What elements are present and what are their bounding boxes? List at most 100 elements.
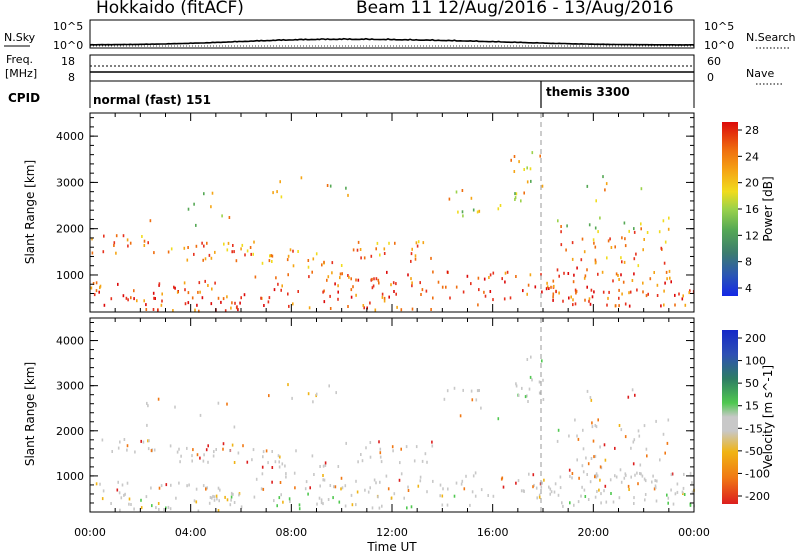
power-heatmap (90, 151, 695, 313)
range-gate-cell (446, 389, 449, 393)
range-gate-cell (636, 288, 638, 292)
range-gate-cell (163, 508, 165, 511)
range-gate-cell (624, 237, 626, 241)
range-gate-cell (186, 258, 189, 262)
range-gate-cell (580, 494, 582, 498)
range-gate-cell (232, 244, 234, 247)
range-gate-cell (271, 450, 273, 453)
range-gate-cell (430, 256, 432, 260)
range-gate-cell (523, 191, 525, 195)
range-gate-cell (552, 279, 555, 283)
range-gate-cell (126, 238, 129, 242)
range-gate-cell (319, 465, 321, 468)
range-gate-cell (666, 493, 668, 497)
range-gate-cell (465, 474, 467, 478)
range-gate-cell (127, 244, 129, 248)
range-gate-cell (548, 485, 550, 489)
range-gate-cell (250, 252, 252, 256)
range-gate-cell (417, 240, 420, 244)
range-gate-cell (331, 261, 334, 265)
range-gate-cell (355, 479, 357, 483)
range-gate-cell (633, 438, 636, 442)
range-gate-cell (288, 497, 291, 501)
range-gate-cell (529, 375, 532, 379)
range-gate-cell (220, 300, 222, 304)
range-gate-cell (323, 260, 325, 264)
range-gate-cell (231, 301, 233, 305)
range-gate-cell (476, 389, 479, 393)
range-gate-cell (147, 447, 150, 451)
range-gate-cell (476, 210, 479, 214)
range-gate-cell (632, 440, 635, 444)
range-gate-cell (381, 292, 384, 296)
range-gate-cell (117, 480, 119, 484)
range-gate-cell (639, 463, 642, 467)
range-gate-cell (203, 453, 205, 457)
range-gate-cell (263, 304, 265, 307)
range-gate-cell (195, 487, 198, 491)
range-gate-cell (199, 456, 201, 460)
range-gate-cell (596, 490, 598, 493)
range-gate-cell (169, 507, 172, 511)
range-gate-cell (383, 299, 386, 303)
colorbar-tick-label: -50 (745, 445, 763, 458)
range-gate-cell (553, 490, 556, 494)
range-gate-cell (242, 444, 244, 448)
range-gate-cell (344, 504, 347, 508)
range-gate-cell (334, 282, 336, 286)
range-gate-cell (523, 168, 525, 171)
range-gate-cell (520, 199, 522, 203)
range-gate-cell (203, 192, 205, 196)
range-gate-cell (573, 273, 575, 277)
range-gate-cell (623, 260, 626, 264)
range-gate-cell (262, 487, 265, 491)
range-gate-cell (610, 246, 613, 249)
range-gate-cell (321, 263, 323, 267)
range-gate-cell (553, 284, 555, 288)
range-gate-cell (497, 207, 500, 211)
range-gate-cell (217, 509, 220, 512)
range-gate-cell (589, 302, 592, 306)
range-gate-cell (529, 273, 532, 277)
range-gate-cell (92, 282, 95, 285)
range-gate-cell (378, 281, 380, 285)
range-gate-cell (609, 237, 611, 241)
range-gate-cell (204, 279, 206, 283)
range-gate-cell (594, 226, 597, 230)
range-gate-cell (115, 251, 117, 255)
range-gate-cell (618, 496, 621, 500)
range-gate-cell (431, 444, 434, 448)
range-gate-cell (147, 241, 149, 245)
range-gate-cell (277, 454, 280, 458)
range-gate-cell (251, 458, 253, 462)
range-gate-cell (371, 277, 373, 281)
range-gate-cell (199, 413, 202, 417)
range-gate-cell (381, 504, 383, 508)
range-gate-cell (501, 277, 503, 281)
range-gate-cell (385, 474, 388, 478)
range-gate-cell (309, 486, 311, 490)
range-gate-cell (205, 487, 207, 491)
range-gate-cell (230, 491, 233, 495)
range-gate-cell (102, 489, 105, 493)
range-gate-cell (646, 231, 649, 234)
range-gate-cell (322, 478, 324, 482)
range-gate-cell (210, 302, 213, 306)
range-gate-cell (320, 498, 323, 502)
range-gate-cell (292, 302, 294, 306)
range-gate-cell (233, 425, 236, 429)
range-gate-cell (475, 398, 478, 402)
range-gate-cell (347, 193, 349, 197)
range-gate-cell (642, 290, 644, 294)
range-gate-cell (558, 291, 560, 295)
range-gate-cell (581, 237, 584, 241)
range-gate-cell (150, 486, 152, 490)
range-gate-cell (279, 455, 281, 459)
range-gate-cell (267, 300, 270, 304)
range-gate-cell (154, 297, 156, 300)
range-gate-cell (226, 295, 228, 299)
range-gate-cell (315, 392, 318, 396)
range-gate-cell (654, 486, 657, 490)
range-gate-cell (662, 432, 665, 436)
range-gate-cell (529, 167, 532, 171)
